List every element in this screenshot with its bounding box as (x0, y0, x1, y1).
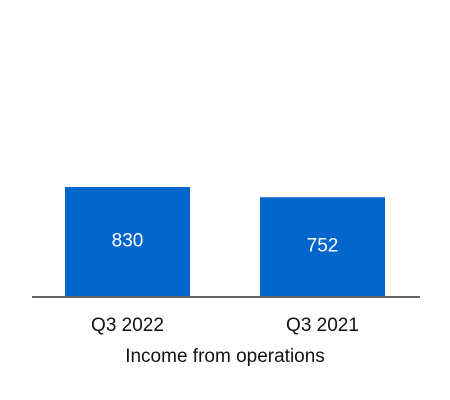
x-tick-label: Q3 2022 (91, 315, 164, 336)
x-tick-label: Q3 2021 (286, 315, 359, 336)
x-axis-label: Income from operations (125, 346, 325, 367)
value-label: 752 (307, 236, 339, 257)
bar (65, 187, 190, 296)
bar (260, 197, 385, 296)
value-label: 830 (112, 231, 144, 252)
